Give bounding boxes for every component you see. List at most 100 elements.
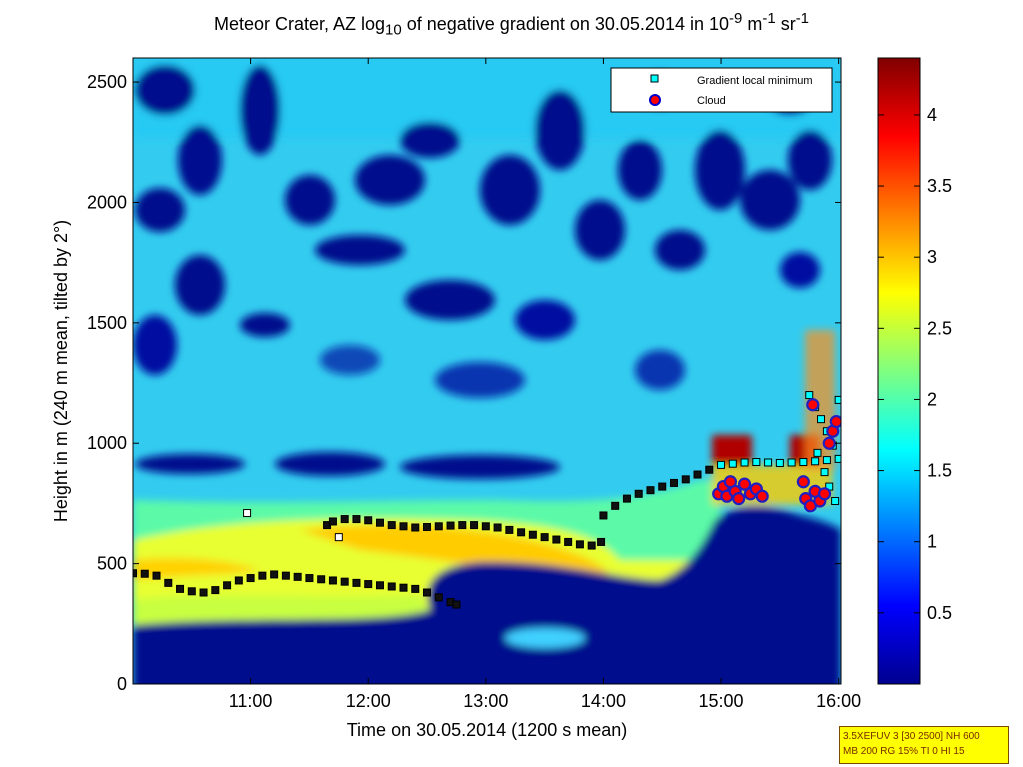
gradient-minimum-point xyxy=(646,486,655,495)
gradient-minimum-point xyxy=(517,528,526,537)
gradient-minimum-point xyxy=(834,454,841,463)
gradient-minimum-point xyxy=(681,475,690,484)
gradient-minimum-point xyxy=(634,489,643,498)
cloud-point xyxy=(796,475,810,489)
legend-marker-cloud xyxy=(649,94,661,106)
x-axis-label: Time on 30.05.2014 (1200 s mean) xyxy=(347,720,628,740)
gradient-minimum-point xyxy=(775,458,784,467)
gradient-minimum-point xyxy=(811,457,820,466)
gradient-minimum-point xyxy=(234,576,243,585)
gradient-minimum-point xyxy=(693,470,702,479)
gradient-minimum-point xyxy=(528,530,537,539)
gradient-minimum-point xyxy=(281,571,290,580)
x-tick-label: 13:00 xyxy=(463,691,508,711)
gradient-minimum-point xyxy=(258,571,267,580)
gradient-minimum-point xyxy=(458,521,467,530)
cloud-point xyxy=(822,436,836,450)
gradient-minimum-point xyxy=(552,535,561,544)
x-tick-label: 16:00 xyxy=(816,691,861,711)
colorbar-tick-label: 1.5 xyxy=(927,461,952,481)
gradient-minimum-point xyxy=(787,458,796,467)
colorbar-ticks: 0.5 1 1.5 2 2.5 3 3.5 4 xyxy=(878,105,952,623)
heatmap-field xyxy=(133,58,841,684)
gradient-minimum-point xyxy=(334,533,343,542)
gradient-minimum-point xyxy=(452,600,461,609)
cloud-point xyxy=(817,487,832,501)
x-tick-label: 12:00 xyxy=(346,691,391,711)
cloud-point xyxy=(806,398,820,412)
gradient-minimum-point xyxy=(293,572,302,581)
gradient-minimum-point xyxy=(187,587,196,596)
colorbar-tick-label: 1 xyxy=(927,532,937,552)
gradient-minimum-point xyxy=(375,518,384,527)
y-tick-label: 0 xyxy=(117,674,127,694)
gradient-minimum-point xyxy=(540,533,549,542)
x-tick-label: 14:00 xyxy=(581,691,626,711)
gradient-minimum-point xyxy=(575,540,584,549)
annotation-line-2: MB 200 RG 15% TI 0 HI 15 xyxy=(843,746,965,757)
gradient-minimum-point xyxy=(505,525,514,534)
colorbar-tick-label: 2.5 xyxy=(927,318,952,338)
gradient-minimum-point xyxy=(470,521,479,530)
gradient-minimum-point xyxy=(270,570,279,579)
legend-marker-gradient xyxy=(650,74,659,83)
colorbar-tick-label: 4 xyxy=(927,105,937,125)
colorbar-tick-label: 2 xyxy=(927,389,937,409)
y-tick-label: 1000 xyxy=(87,433,127,453)
annotation-box: 3.5XEFUV 3 [30 2500] NH 600 MB 200 RG 15… xyxy=(839,726,1009,764)
gradient-minimum-point xyxy=(717,460,726,469)
markers-layer xyxy=(133,391,841,609)
gradient-minimum-point xyxy=(423,523,432,532)
gradient-minimum-point xyxy=(223,581,232,590)
colorbar-tick-label: 0.5 xyxy=(927,603,952,623)
gradient-minimum-point xyxy=(820,468,829,477)
gradient-minimum-point xyxy=(176,584,185,593)
colorbar-tick-label: 3.5 xyxy=(927,176,952,196)
gradient-minimum-point xyxy=(599,511,608,520)
gradient-minimum-point xyxy=(317,575,326,584)
gradient-minimum-point xyxy=(246,574,255,583)
gradient-minimum-point xyxy=(481,522,490,531)
y-tick-label: 2500 xyxy=(87,72,127,92)
x-axis: 11:00 12:00 13:00 14:00 15:00 16:00 xyxy=(229,58,861,711)
gradient-minimum-point xyxy=(352,515,361,524)
gradient-minimum-point xyxy=(364,516,373,525)
gradient-minimum-point xyxy=(611,501,620,510)
gradient-minimum-point xyxy=(434,593,443,602)
gradient-minimum-point xyxy=(669,478,678,487)
legend-label-cloud: Cloud xyxy=(697,95,726,107)
gradient-minimum-point xyxy=(728,459,737,468)
chart-title: Meteor Crater, AZ log10 of negative grad… xyxy=(213,10,810,39)
gradient-minimum-point xyxy=(387,521,396,530)
gradient-minimum-point xyxy=(411,584,420,593)
gradient-minimum-point xyxy=(813,448,822,457)
gradient-minimum-point xyxy=(587,541,596,550)
gradient-minimum-point xyxy=(764,458,773,467)
annotation-line-1: 3.5XEFUV 3 [30 2500] NH 600 xyxy=(843,731,980,742)
gradient-minimum-point xyxy=(822,456,831,465)
gradient-minimum-point xyxy=(834,395,841,404)
gradient-minimum-point xyxy=(328,517,337,526)
gradient-minimum-point xyxy=(446,521,455,530)
x-tick-label: 15:00 xyxy=(699,691,744,711)
gradient-minimum-point xyxy=(597,537,606,546)
gradient-minimum-point xyxy=(133,569,137,578)
gradient-minimum-point xyxy=(399,583,408,592)
gradient-minimum-point xyxy=(817,415,826,424)
gradient-minimum-point xyxy=(622,494,631,503)
gradient-minimum-point xyxy=(364,580,373,589)
gradient-minimum-point xyxy=(434,522,443,531)
colorbar-scale xyxy=(877,57,921,685)
gradient-minimum-point xyxy=(799,458,808,467)
gradient-minimum-point xyxy=(164,578,173,587)
plot-frame xyxy=(132,57,842,685)
gradient-minimum-point xyxy=(805,391,814,400)
gradient-minimum-point xyxy=(211,586,220,595)
gradient-minimum-point xyxy=(399,522,408,531)
gradient-minimum-point xyxy=(411,523,420,532)
gradient-minimum-point xyxy=(831,497,840,506)
gradient-minimum-point xyxy=(423,588,432,597)
gradient-minimum-point xyxy=(564,537,573,546)
cloud-point xyxy=(737,477,752,491)
legend: Gradient local minimum Cloud xyxy=(610,67,833,113)
